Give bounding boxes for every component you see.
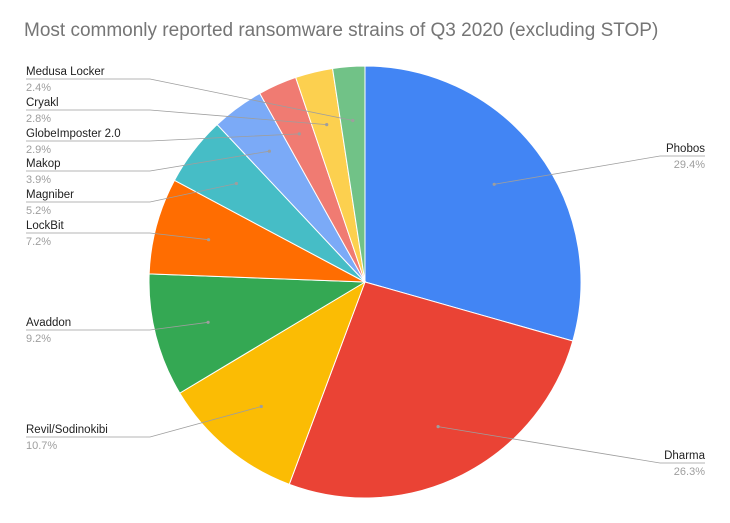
leader-line xyxy=(26,321,209,331)
leader-line xyxy=(494,155,705,185)
slice-label-value: 10.7% xyxy=(26,440,57,452)
pie-slice-avaddon[interactable] xyxy=(148,273,367,394)
slice-label-name: Magniber xyxy=(26,189,74,201)
slice-label-name: Dharma xyxy=(664,450,706,462)
pie-slice-dharma[interactable] xyxy=(288,281,574,499)
pie-slice-medusa-locker[interactable] xyxy=(331,65,366,283)
pie-slice-phobos[interactable] xyxy=(364,65,582,342)
slice-label-value: 3.9% xyxy=(26,174,51,186)
slice-label-name: LockBit xyxy=(26,220,65,232)
slice-label-value: 2.4% xyxy=(26,82,51,94)
leader-dot xyxy=(267,149,271,153)
slice-label-name: Avaddon xyxy=(26,317,71,329)
leader-line xyxy=(26,183,237,203)
slice-label-value: 26.3% xyxy=(674,466,705,478)
leader-line xyxy=(26,150,270,172)
slice-label-value: 29.4% xyxy=(674,159,705,171)
leader-line xyxy=(26,109,327,125)
slice-label-value: 5.2% xyxy=(26,205,51,217)
slice-label-name: Revil/Sodinokibi xyxy=(26,424,108,436)
slice-label-name: Medusa Locker xyxy=(26,66,105,78)
leader-line xyxy=(26,232,209,241)
slice-label-value: 9.2% xyxy=(26,333,51,345)
leader-line xyxy=(26,133,300,142)
slice-label-value: 2.8% xyxy=(26,113,51,125)
slice-label-name: Cryakl xyxy=(26,97,59,109)
pie-slice-revil-sodinokibi[interactable] xyxy=(179,280,366,485)
leader-line xyxy=(26,78,353,121)
slice-label-name: Phobos xyxy=(666,143,705,155)
slice-label-value: 2.9% xyxy=(26,144,51,156)
slice-label-name: GlobeImposter 2.0 xyxy=(26,128,121,140)
chart-title: Most commonly reported ransomware strain… xyxy=(24,20,659,41)
slice-label-value: 7.2% xyxy=(26,236,51,248)
slice-label-name: Makop xyxy=(26,158,61,170)
leader-line xyxy=(26,406,262,438)
leader-line xyxy=(438,426,705,464)
